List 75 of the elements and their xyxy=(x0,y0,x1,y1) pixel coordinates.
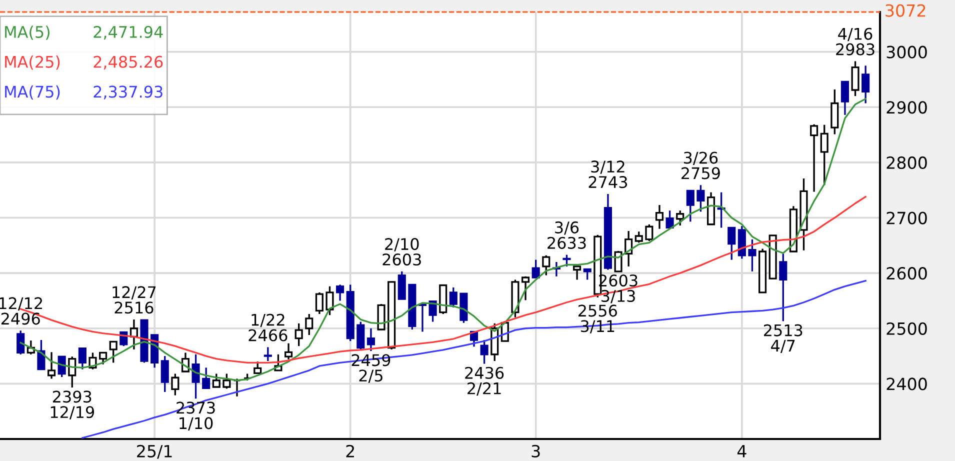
annotation: 2,337.93 xyxy=(94,86,162,100)
candlestick xyxy=(326,286,334,316)
candlestick xyxy=(264,346,272,362)
candlestick xyxy=(820,124,828,186)
candlestick xyxy=(573,266,582,281)
candlestick xyxy=(583,268,592,281)
annotation: 2513 4/7 xyxy=(764,324,802,354)
candlestick xyxy=(202,366,210,390)
candlestick xyxy=(655,204,664,230)
candlestick xyxy=(109,340,118,364)
annotation: 3/26 2759 xyxy=(682,152,720,180)
candlestick xyxy=(532,258,540,278)
candlestick xyxy=(58,356,66,378)
annotation: 1/22 2466 xyxy=(248,314,288,342)
candlestick xyxy=(160,355,169,393)
candlestick xyxy=(254,360,262,374)
candlestick xyxy=(480,339,488,365)
candlestick xyxy=(192,354,200,400)
x-tick-label: 3 xyxy=(532,444,540,458)
candlestick xyxy=(748,238,756,272)
candlestick xyxy=(542,254,550,276)
y-tick-label: 2500 xyxy=(886,322,927,335)
x-tick-label: 4 xyxy=(737,445,746,458)
candlestick xyxy=(686,190,694,222)
candlestick xyxy=(522,276,530,302)
annotation: 2393 12/19 xyxy=(50,390,94,420)
candlestick xyxy=(222,372,231,390)
annotation: 2436 2/21 xyxy=(465,366,504,396)
annotation: 3/12 2743 xyxy=(588,160,628,188)
annotation: 4/16 2983 xyxy=(836,28,874,56)
candlestick xyxy=(779,252,788,322)
annotation: 2/10 2603 xyxy=(382,238,421,266)
text: MA(5) xyxy=(5,26,50,40)
candlestick xyxy=(696,184,705,213)
y-tick-label: 2700 xyxy=(886,212,927,224)
candlestick xyxy=(449,286,458,308)
x-tick-label: 2 xyxy=(346,444,354,458)
candlestick xyxy=(336,284,344,302)
ref-line-label: 3072 xyxy=(886,4,926,17)
candlestick xyxy=(840,80,849,116)
candlestick xyxy=(294,322,303,347)
candlestick xyxy=(171,372,180,396)
y-tick-label: 2600 xyxy=(886,267,927,280)
candlestick xyxy=(862,64,870,104)
y-tick-label: 2800 xyxy=(886,156,927,170)
candlestick xyxy=(645,224,654,242)
y-tick-label: 2900 xyxy=(886,101,927,114)
y-tick-label: 2400 xyxy=(886,378,927,390)
candlestick xyxy=(99,352,108,366)
candlestick xyxy=(356,320,365,350)
candlestick xyxy=(305,313,314,336)
text: MA(25) xyxy=(5,56,60,70)
candlestick xyxy=(37,339,46,370)
candlestick xyxy=(562,254,571,268)
candlestick xyxy=(315,292,324,315)
annotation: 2,471.94 xyxy=(94,26,163,40)
candlestick xyxy=(676,210,684,226)
candlestick xyxy=(398,270,406,300)
candlestick xyxy=(851,60,860,97)
candlestick xyxy=(810,123,818,193)
candlestick xyxy=(666,210,674,230)
annotation: 2,485.26 xyxy=(94,56,163,70)
y-tick-label: 3000 xyxy=(886,46,927,58)
annotation: 12/27 2516 xyxy=(112,286,156,314)
candlestick xyxy=(634,230,643,244)
annotation: 3/6 2633 xyxy=(548,221,586,249)
candlestick xyxy=(47,351,56,380)
candlestick xyxy=(68,356,76,388)
text: MA(75) xyxy=(5,85,60,100)
candlestick xyxy=(366,328,375,352)
candlestick xyxy=(728,226,736,261)
candlestick xyxy=(78,347,86,370)
candlestick xyxy=(284,342,293,360)
x-tick-label: 25/1 xyxy=(137,444,172,459)
candlestick xyxy=(212,372,220,388)
